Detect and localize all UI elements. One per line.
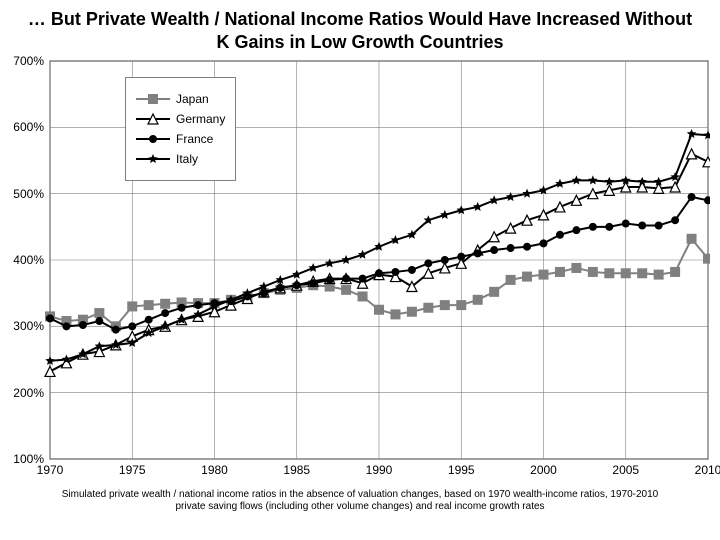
x-tick-label: 2000 bbox=[530, 463, 557, 477]
x-tick-label: 1980 bbox=[201, 463, 228, 477]
chart-area: 100%200%300%400%500%600%700% 19701975198… bbox=[10, 57, 710, 487]
chart-caption: Simulated private wealth / national inco… bbox=[0, 487, 720, 513]
legend-label: France bbox=[176, 132, 213, 146]
legend-item-germany: Germany bbox=[136, 112, 225, 126]
legend-label: Italy bbox=[176, 152, 198, 166]
chart-svg bbox=[10, 57, 710, 487]
x-tick-label: 1975 bbox=[119, 463, 146, 477]
legend: Japan Germany France Italy bbox=[125, 77, 236, 181]
x-tick-label: 2005 bbox=[612, 463, 639, 477]
y-tick-label: 600% bbox=[4, 120, 44, 134]
x-tick-label: 1990 bbox=[366, 463, 393, 477]
x-tick-label: 1985 bbox=[283, 463, 310, 477]
legend-item-japan: Japan bbox=[136, 92, 225, 106]
y-tick-label: 700% bbox=[4, 54, 44, 68]
y-tick-label: 500% bbox=[4, 187, 44, 201]
legend-item-italy: Italy bbox=[136, 152, 225, 166]
legend-label: Japan bbox=[176, 92, 209, 106]
chart-title: … But Private Wealth / National Income R… bbox=[0, 0, 720, 57]
x-tick-label: 1970 bbox=[37, 463, 64, 477]
y-tick-label: 300% bbox=[4, 319, 44, 333]
legend-item-france: France bbox=[136, 132, 225, 146]
y-tick-label: 400% bbox=[4, 253, 44, 267]
x-tick-label: 2010 bbox=[695, 463, 720, 477]
x-tick-label: 1995 bbox=[448, 463, 475, 477]
y-tick-label: 200% bbox=[4, 386, 44, 400]
legend-label: Germany bbox=[176, 112, 225, 126]
